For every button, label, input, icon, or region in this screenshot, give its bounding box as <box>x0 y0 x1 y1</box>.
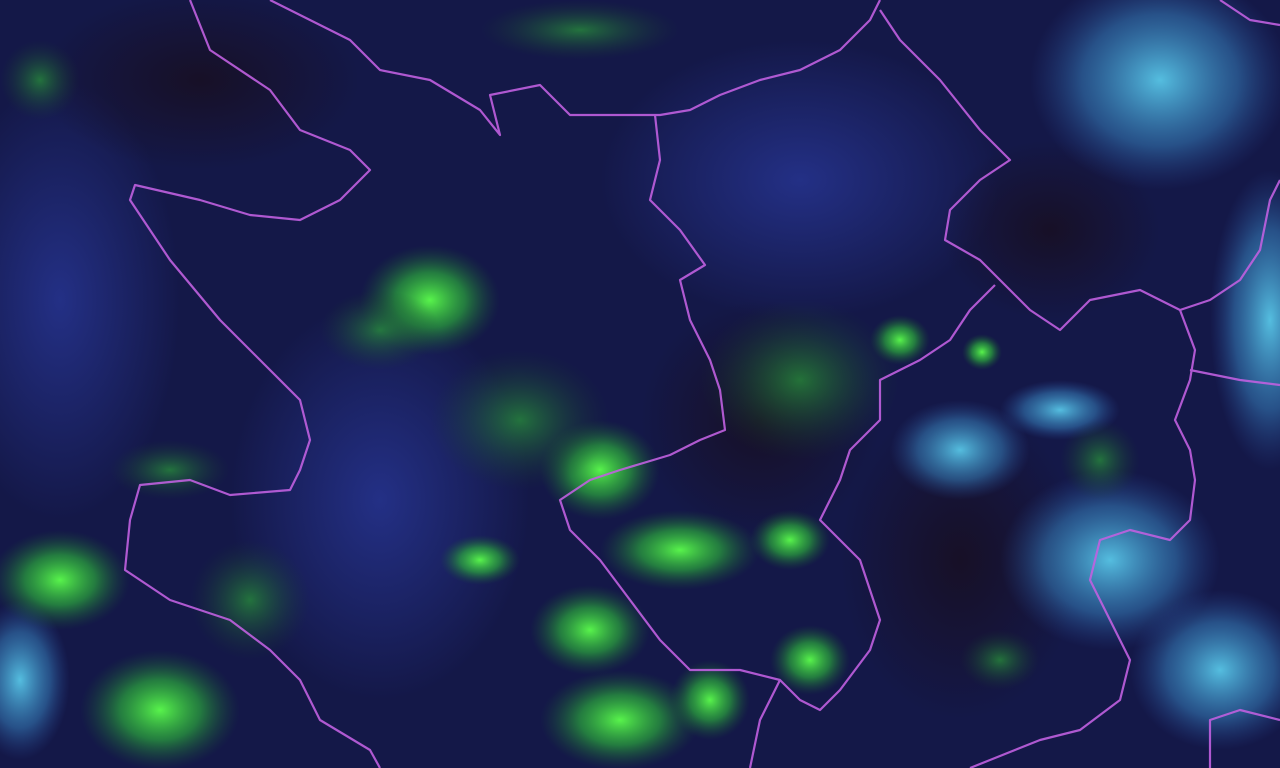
border-line <box>269 0 881 137</box>
border-line <box>969 309 1197 768</box>
border-line <box>123 0 381 768</box>
border-line <box>1219 0 1280 27</box>
border-line <box>879 9 1280 332</box>
border-line <box>558 114 996 712</box>
vegetation <box>0 0 1140 768</box>
border-line <box>748 679 781 768</box>
border-line <box>1189 368 1280 387</box>
border-line <box>1208 708 1280 768</box>
administrative-borders <box>123 0 1280 768</box>
